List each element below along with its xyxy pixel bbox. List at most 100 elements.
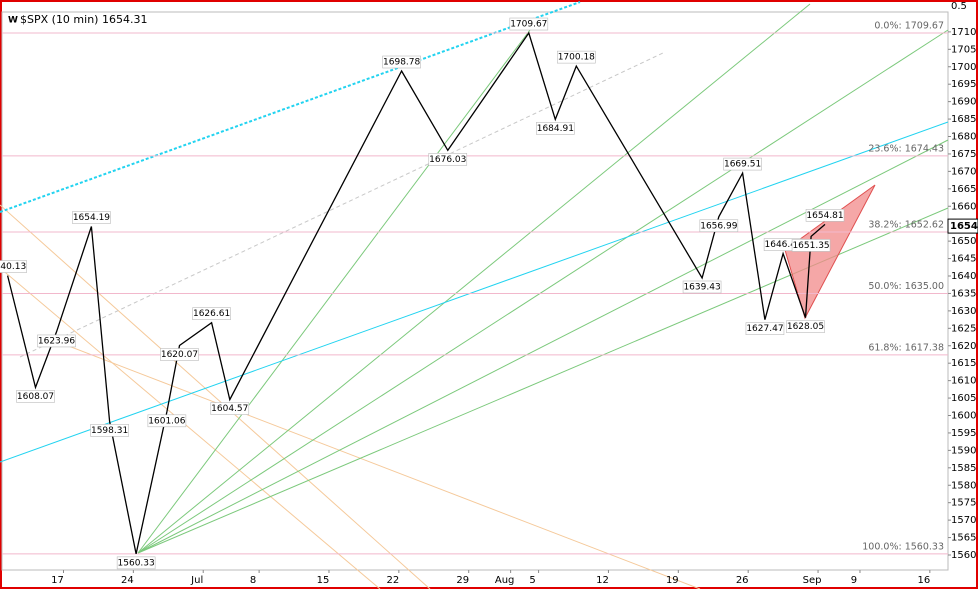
y-tick-label: 1675 <box>951 149 976 160</box>
y-tick-label: 1570 <box>951 515 976 526</box>
data-label-box <box>37 334 76 348</box>
data-label: 1598.31 <box>91 426 128 436</box>
price-line <box>6 31 826 555</box>
y-tick-label: 1660 <box>951 201 976 212</box>
data-label: 1604.57 <box>211 404 248 414</box>
y-tick-label: 1595 <box>951 428 976 439</box>
y-tick-label: 1685 <box>951 114 976 125</box>
y-tick-label: 1710 <box>951 27 976 38</box>
price-tag-box <box>947 218 978 234</box>
x-tick-label: 22 <box>386 575 399 586</box>
data-label: 1656.99 <box>700 221 737 231</box>
x-tick-label: 29 <box>456 575 469 586</box>
data-label-box <box>745 322 785 336</box>
y-tick-label: 1680 <box>951 132 976 143</box>
data-label: 1700.18 <box>558 53 595 63</box>
data-label: 1623.96 <box>38 336 75 346</box>
data-label: 1627.47 <box>746 324 783 334</box>
data-label-box <box>72 211 111 224</box>
orange-line <box>0 204 431 589</box>
price-tag: 1654. <box>950 221 978 232</box>
x-tick-label: 15 <box>317 575 330 586</box>
data-label-box <box>805 209 845 222</box>
channel-line <box>0 1 581 213</box>
y-tick-label: 1670 <box>951 166 976 177</box>
axis-top-label: 0.5 <box>951 1 967 12</box>
x-tick-label: 5 <box>529 575 535 586</box>
data-label-box <box>723 157 762 171</box>
data-label: 1676.03 <box>429 155 466 165</box>
x-tick-label: Sep <box>803 575 822 586</box>
fib-label: 100.0%: 1560.33 <box>862 541 944 552</box>
orange-line <box>39 334 701 589</box>
data-label-box <box>210 402 250 415</box>
channel-line <box>0 121 949 463</box>
data-label: 1654.81 <box>806 211 843 221</box>
data-label: 1646.41 <box>765 240 802 250</box>
data-label: 1628.05 <box>787 322 824 332</box>
y-tick-label: 1645 <box>951 254 976 265</box>
data-label: 1669.51 <box>724 160 761 170</box>
y-tick-label: 1565 <box>951 533 976 544</box>
y-tick-label: 1650 <box>951 236 976 247</box>
y-tick-label: 1700 <box>951 62 976 73</box>
data-label: 1698.78 <box>383 58 420 68</box>
fan-line <box>137 29 949 554</box>
data-label: 1640.13 <box>0 262 26 272</box>
data-label-box <box>147 414 187 428</box>
fib-label: 50.0%: 1635.00 <box>868 281 944 292</box>
fib-label: 38.2%: 1652.62 <box>868 219 944 230</box>
y-tick-label: 1580 <box>951 480 976 491</box>
data-label-box <box>557 50 596 64</box>
data-label-box <box>509 17 549 31</box>
data-label-box <box>160 348 199 361</box>
y-tick-label: 1665 <box>951 184 976 195</box>
x-tick-label: 16 <box>917 575 930 586</box>
y-tick-label: 1640 <box>951 271 976 282</box>
y-tick-label: 1585 <box>951 463 976 474</box>
y-tick-label: 1705 <box>951 44 976 55</box>
y-tick-label: 1630 <box>951 306 976 317</box>
data-label: 1608.07 <box>17 392 54 402</box>
data-label-box <box>786 320 825 333</box>
fib-label: 23.6%: 1674.43 <box>868 143 944 154</box>
icon: W <box>8 16 18 26</box>
x-tick-label: 9 <box>851 575 857 586</box>
x-tick-label: 19 <box>666 575 679 586</box>
data-label-box <box>428 153 468 166</box>
data-label-box <box>116 556 156 570</box>
data-label-box <box>699 219 739 233</box>
y-tick-label: 1600 <box>951 411 976 422</box>
y-tick-label: 1610 <box>951 376 976 387</box>
fib-label: 0.0%: 1709.67 <box>874 21 944 32</box>
data-label: 1626.61 <box>193 309 230 319</box>
orange-line <box>0 267 381 589</box>
data-label-box <box>536 122 575 135</box>
x-tick-label: Aug <box>495 575 515 586</box>
data-label-box <box>382 55 421 69</box>
data-label-box <box>192 307 231 321</box>
x-tick-label: Jul <box>190 575 203 586</box>
x-tick-label: 8 <box>250 575 256 586</box>
fan-line <box>137 139 949 554</box>
y-tick-label: 1575 <box>951 498 976 509</box>
y-tick-label: 1620 <box>951 341 976 352</box>
y-tick-label: 1590 <box>951 445 976 456</box>
data-label-box <box>16 390 55 403</box>
data-label: 1560.33 <box>118 558 155 568</box>
data-label: 1654.19 <box>73 213 110 223</box>
y-tick-label: 1625 <box>951 323 976 334</box>
fib-label: 61.8%: 1617.38 <box>868 342 944 353</box>
data-label-box <box>90 424 129 437</box>
data-label-box <box>682 280 722 294</box>
y-tick-label: 1635 <box>951 288 976 299</box>
plot-area <box>1 11 949 571</box>
data-label: 1601.06 <box>148 416 185 426</box>
x-tick-label: 17 <box>51 575 64 586</box>
y-tick-label: 1605 <box>951 393 976 404</box>
data-label: 1684.91 <box>537 124 574 134</box>
data-label: 1620.07 <box>161 350 198 360</box>
x-tick-label: 12 <box>596 575 609 586</box>
x-tick-label: 24 <box>121 575 134 586</box>
